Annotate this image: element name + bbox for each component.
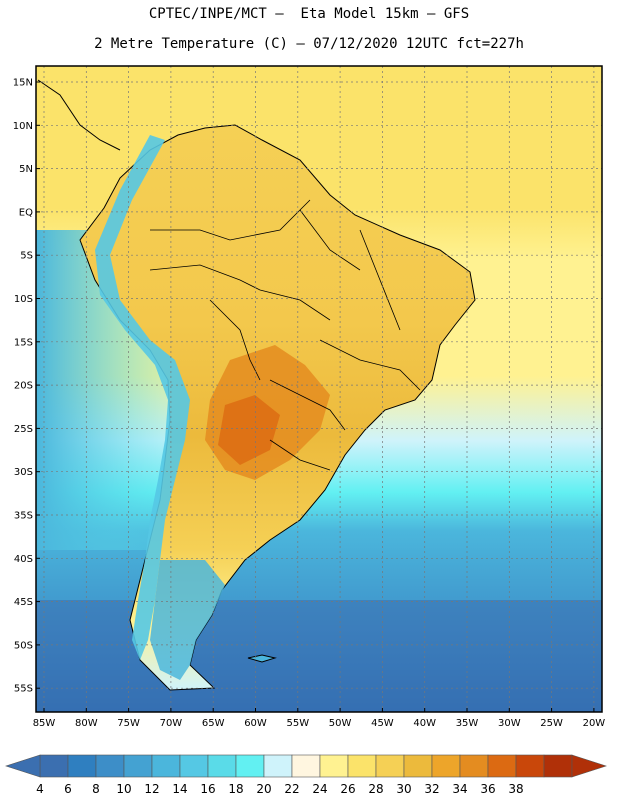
lat-tick-label: 15N [13,78,33,89]
lat-tick-label: 5N [19,164,33,175]
lon-tick-label: 50W [329,718,352,729]
longitude-axis: 85W 80W 75W 70W 65W 60W 55W 50W 45W 40W 35W 30W 25W 2… [33,708,606,729]
colorbar-segment [459,754,489,778]
colorbar: 4 6 8 10 12 14 16 18 20 22 24 26 28 30 32 34 36 38 [5,754,607,796]
colorbar-segment [95,754,125,778]
colorbar-label: 24 [312,782,327,796]
lat-tick-label: 30S [14,467,33,478]
colorbar-label: 34 [452,782,467,796]
colorbar-right-arrow [571,754,607,778]
hottest-core [218,395,280,465]
lat-tick-label: 15S [14,337,33,348]
colorbar-segment [375,754,405,778]
colorbar-segment [319,754,349,778]
lon-tick-label: 30W [498,718,521,729]
colorbar-segment [123,754,153,778]
lat-tick-label: 50S [14,640,33,651]
lat-tick-label: 20S [14,381,33,392]
colorbar-segment [347,754,377,778]
colorbar-segment [151,754,181,778]
title-line-2: 2 Metre Temperature (C) – 07/12/2020 12U… [94,36,524,52]
map-frame [35,65,603,713]
colorbar-segment [543,754,573,778]
colorbar-segment [291,754,321,778]
colorbar-label: 36 [480,782,495,796]
lat-tick-label: 5S [20,251,33,262]
latitude-axis: 15N 10N 5N EQ 5S 10S 15S 20S 25S 30S 35S 40S 45S 50S 5… [13,78,40,695]
colorbar-segment [263,754,293,778]
patagonia-cool-area [150,560,225,680]
lon-tick-label: 20W [583,718,606,729]
colorbar-label: 28 [368,782,383,796]
colorbar-label: 14 [172,782,187,796]
colorbar-label: 38 [508,782,523,796]
colorbar-label: 32 [424,782,439,796]
title-line-1: CPTEC/INPE/MCT – Eta Model 15km – GFS [148,6,470,22]
southern-ocean-band [36,600,602,712]
colorbar-segment [235,754,265,778]
lon-tick-label: 55W [286,718,309,729]
colorbar-label: 22 [284,782,299,796]
falkland-islands [247,654,277,663]
lon-tick-label: 70W [160,718,183,729]
colorbar-segment [431,754,461,778]
colorbar-label: 10 [116,782,131,796]
lon-tick-label: 75W [117,718,140,729]
colorbar-segment [207,754,237,778]
colorbar-label: 8 [92,782,100,796]
lon-tick-label: 85W [33,718,56,729]
lon-tick-label: 65W [202,718,225,729]
colorbar-segment [179,754,209,778]
lat-tick-label: 55S [14,684,33,695]
country-borders [149,199,421,471]
colorbar-label: 12 [144,782,159,796]
lat-tick-label: EQ [19,207,33,218]
lat-tick-label: 25S [14,424,33,435]
colorbar-label: 16 [200,782,215,796]
colorbar-segment [487,754,517,778]
lat-tick-label: 10N [13,121,33,132]
colorbar-label: 6 [64,782,72,796]
lat-tick-label: 40S [14,554,33,565]
colorbar-segment [39,754,69,778]
lon-tick-label: 25W [540,718,563,729]
colorbar-label: 20 [256,782,271,796]
lon-tick-label: 45W [371,718,394,729]
graticule [36,66,602,712]
colorbar-left-arrow [5,754,41,778]
colorbar-label: 18 [228,782,243,796]
lon-tick-label: 35W [456,718,479,729]
colorbar-segment [403,754,433,778]
colorbar-label: 4 [36,782,44,796]
colorbar-label: 26 [340,782,355,796]
colorbar-segment [67,754,97,778]
central-america-coast [37,79,121,151]
colorbar-segment [515,754,545,778]
lon-tick-label: 40W [413,718,436,729]
lat-tick-label: 45S [14,597,33,608]
lat-tick-label: 10S [14,294,33,305]
lon-tick-label: 80W [75,718,98,729]
colorbar-label: 30 [396,782,411,796]
lat-tick-label: 35S [14,511,33,522]
lon-tick-label: 60W [244,718,267,729]
